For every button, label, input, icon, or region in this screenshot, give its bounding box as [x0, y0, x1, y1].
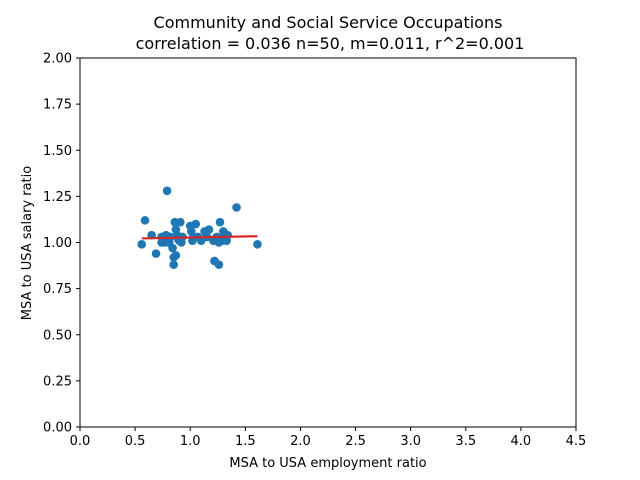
x-tick-label: 2.0: [290, 434, 311, 449]
y-tick-label: 2.00: [43, 52, 72, 67]
scatter-point: [151, 249, 161, 258]
chart-subtitle: correlation = 0.036 n=50, m=0.011, r^2=0…: [136, 34, 525, 53]
x-tick-label: 2.5: [345, 434, 366, 449]
x-tick-label: 3.5: [455, 434, 476, 449]
y-tick-label: 0.75: [43, 282, 72, 297]
y-axis-label: MSA to USA salary ratio: [20, 166, 35, 320]
x-tick-label: 1.5: [235, 434, 256, 449]
y-tick-label: 1.75: [43, 98, 72, 113]
x-tick-label: 4.5: [566, 434, 587, 449]
scatter-point: [171, 251, 181, 260]
x-tick-label: 0.5: [125, 434, 146, 449]
scatter-point: [140, 216, 150, 225]
scatter-point: [176, 217, 185, 227]
y-tick-label: 1.00: [43, 236, 72, 251]
x-tick-label: 3.0: [400, 434, 421, 449]
x-axis-ticks: 0.0 0.5 1.0 1.5 2.0 2.5 3.0 3.5 4.0 4.5: [70, 427, 587, 449]
y-tick-label: 1.25: [43, 190, 72, 205]
y-tick-label: 0.00: [43, 421, 72, 436]
scatter-point: [232, 203, 241, 212]
chart-title: Community and Social Service Occupations: [154, 13, 503, 32]
y-tick-label: 0.25: [43, 374, 72, 389]
scatter-point: [223, 230, 232, 240]
y-axis-ticks: 0.00 0.25 0.50 0.75 1.00 1.25 1.50 1.75 2.00: [43, 52, 80, 436]
scatter-point: [214, 260, 224, 269]
x-tick-label: 1.0: [180, 434, 201, 449]
y-tick-label: 0.50: [43, 328, 72, 343]
scatter-point: [204, 225, 214, 234]
y-tick-label: 1.50: [43, 144, 72, 159]
x-axis-label: MSA to USA employment ratio: [229, 456, 426, 471]
scatter-point: [191, 219, 201, 229]
x-tick-label: 0.0: [70, 434, 91, 449]
scatter-point: [162, 186, 172, 196]
plot-area: [79, 57, 577, 428]
scatter-point: [253, 240, 262, 249]
regression-line: [141, 235, 258, 240]
x-tick-label: 4.0: [511, 434, 532, 449]
scatter-point: [215, 217, 225, 227]
scatter-point: [168, 243, 177, 253]
scatter-point: [137, 240, 147, 249]
scatter-point: [169, 260, 178, 269]
